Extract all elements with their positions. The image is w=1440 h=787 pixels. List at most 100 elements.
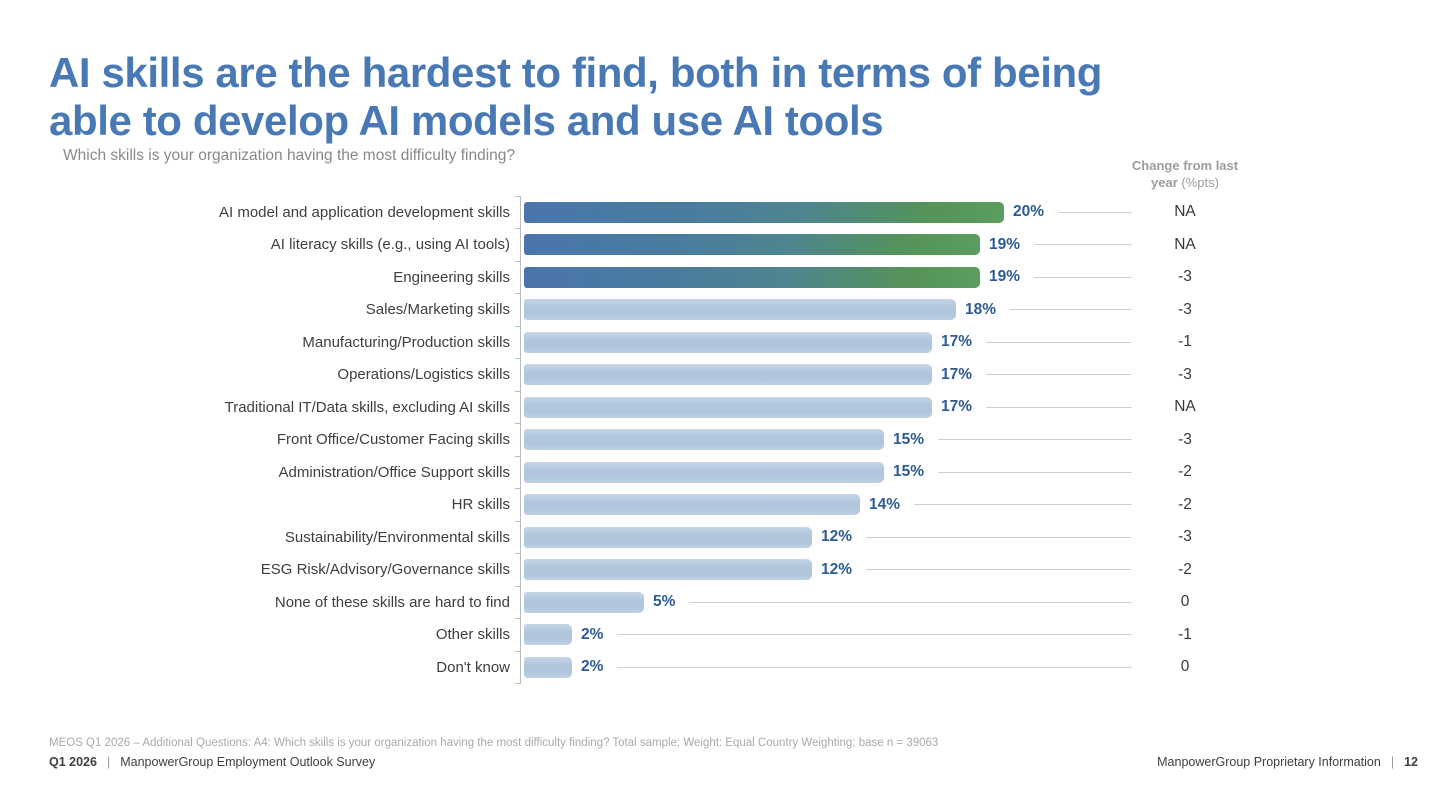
footer-quarter: Q1 2026 (49, 755, 97, 769)
change-value: NA (1174, 235, 1196, 253)
change-value: -2 (1178, 495, 1192, 513)
category-label: Traditional IT/Data skills, excluding AI… (224, 398, 510, 416)
chart-row: Administration/Office Support skills 15% -… (40, 455, 1238, 489)
change-column-header: Change from last year (%pts) (1092, 158, 1278, 192)
value-label: 17% (941, 365, 973, 383)
bar (524, 331, 932, 353)
slide-title-line1: AI skills are the hardest to find, both … (49, 49, 1102, 97)
category-label: Front Office/Customer Facing skills (276, 431, 510, 449)
axis-tick (515, 585, 521, 587)
leader-line (986, 406, 1132, 408)
category-label: Administration/Office Support skills (278, 463, 510, 481)
change-value: NA (1174, 203, 1196, 221)
value-label: 17% (941, 333, 973, 351)
footer-right-separator: | (1390, 755, 1395, 769)
chart-row: Front Office/Customer Facing skills 15% -3 (40, 423, 1238, 456)
leader-line (938, 439, 1132, 441)
footer-left: Q1 2026 | ManpowerGroup Employment Outlook… (49, 755, 375, 769)
value-label: 12% (821, 528, 853, 546)
leader-line (689, 601, 1132, 603)
chart-question: Which skills is your organization having… (63, 147, 516, 164)
leader-line (938, 471, 1132, 473)
value-label: 2% (581, 625, 604, 643)
slide-title: AI skills are the hardest to find, both … (49, 49, 1404, 144)
change-value: -1 (1178, 625, 1192, 643)
chart-row: Sustainability/Environmental skills 12% -3 (40, 520, 1238, 554)
footer-left-separator: | (106, 755, 111, 769)
bar (524, 591, 644, 613)
category-label: None of these skills are hard to find (274, 593, 510, 611)
slide-title-line2: able to develop AI models and use AI too… (49, 96, 884, 144)
chart-row: Other skills 2% -1 (40, 618, 1238, 651)
chart-row: AI model and application development ski… (40, 195, 1238, 229)
value-label: 12% (821, 560, 853, 578)
leader-line (866, 536, 1132, 538)
category-label: Other skills (435, 626, 510, 644)
bar (524, 234, 980, 256)
axis-tick (515, 423, 521, 424)
leader-line (1034, 244, 1132, 246)
value-label: 17% (941, 398, 973, 416)
chart-row: Traditional IT/Data skills, excluding AI… (40, 390, 1238, 424)
chart-row: HR skills 14% -2 (40, 488, 1238, 521)
plot-area: 14% (515, 488, 1132, 521)
chart-row: Don't know 2% 0 (40, 650, 1238, 684)
leader-line (986, 374, 1132, 376)
plot-area: 19% (515, 228, 1132, 261)
footer-right: ManpowerGroup Proprietary Information | 12 (1157, 755, 1418, 769)
change-header-unit: (%pts) (1181, 174, 1219, 190)
bar (524, 299, 956, 321)
chart-row: Manufacturing/Production skills 17% -1 (40, 325, 1238, 359)
footnote: MEOS Q1 2026 – Additional Questions: A4:… (49, 737, 939, 749)
bar (524, 656, 572, 678)
leader-line (1034, 276, 1132, 278)
axis-tick (515, 520, 521, 522)
leader-line (617, 666, 1132, 668)
bar-chart: AI model and application development ski… (40, 195, 1238, 684)
plot-area: 12% (515, 520, 1132, 554)
footer-survey-name: ManpowerGroup Employment Outlook Survey (120, 755, 376, 769)
bar (524, 364, 932, 386)
value-label: 19% (989, 235, 1021, 253)
leader-line (617, 634, 1132, 636)
change-value: -3 (1178, 528, 1192, 546)
change-header-year: year (1151, 174, 1178, 190)
bar (524, 559, 812, 581)
bar (524, 494, 860, 516)
value-label: 2% (581, 658, 604, 676)
plot-area: 2% (515, 618, 1132, 651)
footer-page-number: 12 (1404, 755, 1418, 769)
value-label: 5% (653, 593, 676, 611)
change-header-line1: Change from last (1131, 158, 1239, 173)
axis-tick (515, 358, 521, 359)
change-value: -3 (1178, 300, 1192, 318)
change-value: -3 (1178, 430, 1192, 448)
axis-tick (515, 553, 521, 554)
change-value: -3 (1178, 268, 1192, 286)
bar (524, 526, 812, 548)
axis-tick (515, 260, 521, 262)
category-label: AI model and application development ski… (219, 203, 510, 221)
chart-row: Sales/Marketing skills 18% -3 (40, 293, 1238, 326)
plot-area: 2% (515, 650, 1132, 684)
chart-row: Operations/Logistics skills 17% -3 (40, 358, 1238, 391)
axis-tick (515, 455, 521, 457)
bar (524, 396, 932, 418)
plot-area: 19% (515, 260, 1132, 294)
category-label: HR skills (451, 496, 510, 514)
axis-tick (515, 488, 521, 489)
leader-line (914, 504, 1132, 506)
plot-area: 17% (515, 390, 1132, 424)
chart-row: None of these skills are hard to find 5% 0 (40, 585, 1238, 619)
value-label: 14% (869, 495, 901, 513)
axis-tick (515, 228, 521, 229)
footer-bar: Q1 2026 | ManpowerGroup Employment Outlook… (49, 755, 1418, 769)
change-value: NA (1174, 398, 1196, 416)
category-label: Manufacturing/Production skills (302, 333, 510, 351)
plot-area: 5% (515, 585, 1132, 619)
chart-row: AI literacy skills (e.g., using AI tools… (40, 228, 1238, 261)
axis-tick (515, 293, 521, 294)
category-label: AI literacy skills (e.g., using AI tools… (270, 236, 510, 254)
axis-tick (515, 650, 521, 652)
